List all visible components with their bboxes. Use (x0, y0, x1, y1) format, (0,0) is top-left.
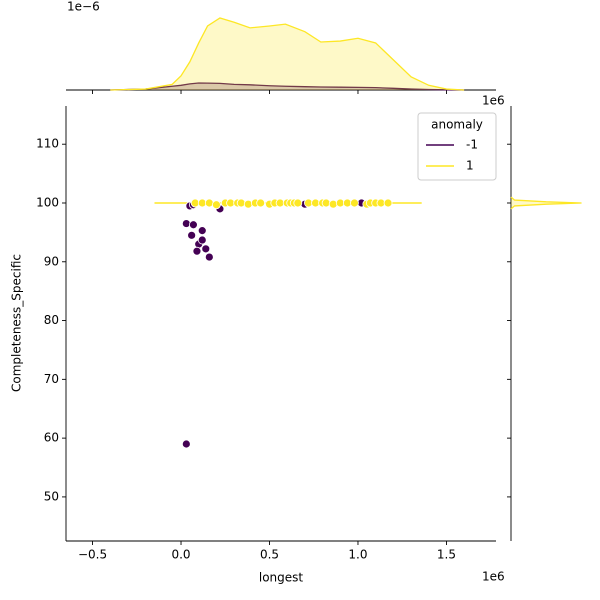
x-offset-label: 1e6 (482, 94, 505, 108)
density-line (110, 82, 465, 91)
point (197, 235, 207, 245)
point (189, 220, 198, 230)
point (181, 439, 191, 449)
y-tick-label: 50 (44, 489, 59, 503)
x-tick-label: 0.0 (171, 548, 190, 562)
y-axis-label: Completeness_Specific (10, 254, 24, 392)
point (236, 198, 246, 208)
point (201, 244, 211, 254)
point (187, 230, 197, 240)
density-line (110, 17, 465, 91)
point (293, 198, 303, 208)
y-tick-label: 60 (44, 431, 59, 445)
point (243, 199, 253, 209)
x-tick-label: 1.0 (348, 548, 367, 562)
legend-label: 1 (466, 159, 474, 173)
marginal-offset-label: 1e−6 (67, 0, 100, 14)
y-tick-label: 90 (44, 254, 59, 268)
density-area (110, 18, 465, 90)
point (204, 198, 214, 208)
x-tick-label: −0.5 (78, 548, 107, 562)
point (192, 246, 202, 256)
point (383, 198, 393, 208)
density-line (510, 196, 582, 210)
point (328, 199, 338, 209)
point (204, 252, 214, 262)
x-tick-label: 1.5 (437, 548, 456, 562)
x-axis-label: longest (259, 571, 304, 585)
point (256, 198, 266, 208)
point (321, 198, 331, 208)
point (197, 226, 207, 236)
legend-title: anomaly (431, 118, 483, 132)
legend-label: -1 (466, 138, 478, 152)
y-tick-label: 70 (44, 372, 59, 386)
y-tick-label: 100 (36, 195, 59, 209)
legend-box (417, 112, 497, 181)
point (181, 219, 191, 228)
y-tick-label: 110 (36, 137, 59, 151)
y-tick-label: 80 (44, 313, 59, 327)
x-tick-label: 0.5 (260, 548, 279, 562)
point (350, 198, 359, 208)
point (212, 200, 221, 210)
x-offset-label: 1e6 (482, 570, 505, 584)
